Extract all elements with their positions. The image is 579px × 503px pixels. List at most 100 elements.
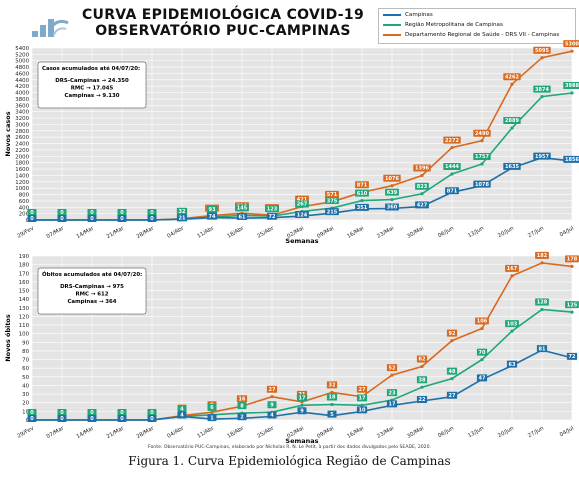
y-tick-label: 5000: [15, 59, 29, 65]
data-label-box: [386, 389, 398, 397]
data-label-text: 1856: [565, 157, 579, 163]
data-label-departamento-regional-de-sa-de: 1396: [413, 164, 431, 172]
annotation-line: DRS-Campinas → 975: [60, 284, 124, 290]
y-tick-label: 200: [19, 212, 30, 218]
x-tick-label: 23/Mai: [376, 426, 395, 440]
x-tick-label: 16/Mai: [346, 426, 365, 440]
data-label-departamento-regional-de-sa-de: 16: [236, 395, 248, 402]
data-label-departamento-regional-de-sa-de: 27: [266, 385, 278, 393]
y-axis-label: Novos óbitos: [4, 314, 12, 362]
data-label-departamento-regional-de-sa-de: 5095: [533, 46, 551, 54]
data-label-text: 2889: [505, 118, 519, 124]
data-label-regi-o-metropolitana-de-campin: 0: [87, 409, 97, 416]
data-point-departamento-regional-de-sa-de: [210, 410, 214, 414]
data-label-campinas: 17: [386, 400, 398, 408]
x-tick-label: 09/Mai: [316, 426, 335, 440]
annotation-line: Campinas → 9.130: [65, 93, 120, 99]
data-label-text: 92: [449, 331, 456, 337]
observatory-logo-icon: [32, 19, 69, 37]
data-label-text: 27: [359, 387, 366, 393]
data-label-regi-o-metropolitana-de-campin: 9: [267, 401, 277, 408]
data-label-box: [57, 409, 67, 416]
data-label-text: 1: [210, 415, 214, 421]
data-label-text: 123: [267, 206, 278, 212]
data-label-text: 106: [477, 319, 488, 325]
x-tick-label: 29/Fev: [16, 425, 35, 440]
data-label-text: 74: [209, 214, 216, 220]
x-tick-label: 18/Abr: [226, 225, 245, 240]
x-tick-label: 04/Abr: [166, 425, 185, 440]
data-label-text: 1957: [535, 154, 549, 160]
data-label-regi-o-metropolitana-de-campin: 3988: [563, 81, 579, 89]
annotation-line: DRS-Campinas → 24.350: [55, 78, 129, 84]
data-label-campinas: 0: [57, 415, 67, 422]
data-label-box: [147, 415, 157, 422]
data-label-text: 81: [539, 346, 546, 352]
data-label-text: 27: [449, 393, 456, 399]
y-tick-label: 170: [19, 271, 30, 277]
data-label-text: 375: [327, 198, 338, 204]
data-label-text: 5300: [565, 41, 579, 47]
data-label-text: 0: [90, 416, 94, 422]
data-label-box: [563, 40, 579, 48]
y-tick-label: 90: [22, 340, 29, 346]
data-label-regi-o-metropolitana-de-campin: 17: [296, 394, 308, 402]
data-label-text: 0: [150, 416, 154, 422]
x-tick-label: 28/Mar: [136, 425, 156, 440]
data-label-regi-o-metropolitana-de-campin: 1757: [473, 153, 491, 160]
data-label-box: [413, 164, 431, 172]
data-label-departamento-regional-de-sa-de: 62: [416, 355, 428, 363]
data-label-campinas: 74: [206, 212, 218, 220]
data-label-text: 47: [479, 376, 486, 382]
data-label-text: 178: [567, 257, 578, 263]
data-label-campinas: 124: [295, 211, 309, 218]
data-label-regi-o-metropolitana-de-campin: 32: [176, 207, 188, 215]
data-label-box: [87, 209, 97, 216]
y-tick-label: 110: [19, 323, 30, 329]
data-label-text: 32: [329, 383, 336, 389]
data-label-box: [566, 352, 578, 360]
data-label-regi-o-metropolitana-de-campin: 93: [206, 206, 218, 213]
data-point-regi-o-metropolitana-de-campin: [450, 172, 454, 176]
data-label-text: 267: [297, 202, 308, 208]
data-point-regi-o-metropolitana-de-campin: [450, 376, 454, 381]
y-tick-label: 60: [22, 366, 29, 372]
data-label-box: [325, 197, 339, 205]
data-label-campinas: 871: [445, 187, 459, 194]
y-tick-label: 80: [22, 349, 29, 355]
data-label-box: [473, 129, 491, 137]
y-tick-label: 4200: [15, 84, 29, 90]
data-label-box: [563, 155, 579, 163]
data-label-box: [535, 251, 549, 259]
data-label-text: 4: [270, 413, 274, 419]
y-axis-label: Novos casos: [4, 111, 12, 156]
data-point-regi-o-metropolitana-de-campin: [570, 310, 574, 314]
data-point-regi-o-metropolitana-de-campin: [480, 162, 484, 166]
data-label-box: [297, 407, 307, 415]
data-label-text: 62: [419, 357, 426, 363]
data-label-text: 18: [329, 395, 336, 401]
data-label-text: 0: [30, 216, 34, 222]
data-label-box: [265, 205, 279, 213]
data-label-regi-o-metropolitana-de-campin: 0: [87, 209, 97, 216]
x-tick-label: 29/Fev: [16, 225, 35, 240]
data-label-box: [533, 85, 551, 93]
data-label-box: [355, 203, 369, 211]
y-tick-label: 2600: [15, 135, 29, 141]
data-label-text: 871: [447, 188, 458, 194]
data-point-regi-o-metropolitana-de-campin: [390, 198, 394, 202]
data-label-text: 1444: [445, 164, 459, 170]
data-label-box: [476, 348, 488, 356]
data-label-box: [237, 402, 247, 410]
x-tick-label: 07/Mar: [46, 425, 66, 440]
data-label-box: [415, 182, 429, 190]
data-label-box: [87, 215, 97, 222]
data-label-box: [503, 162, 521, 170]
data-label-campinas: 0: [147, 215, 157, 222]
data-point-departamento-regional-de-sa-de: [420, 173, 424, 178]
data-label-text: 6: [210, 405, 214, 411]
x-tick-label: 13/Jun: [467, 426, 485, 440]
source-note: Fonte: Observatório PUC-Campinas, elabor…: [148, 445, 431, 450]
x-tick-label: 21/Mar: [106, 225, 126, 240]
legend-swatch-rmc: [383, 23, 401, 26]
